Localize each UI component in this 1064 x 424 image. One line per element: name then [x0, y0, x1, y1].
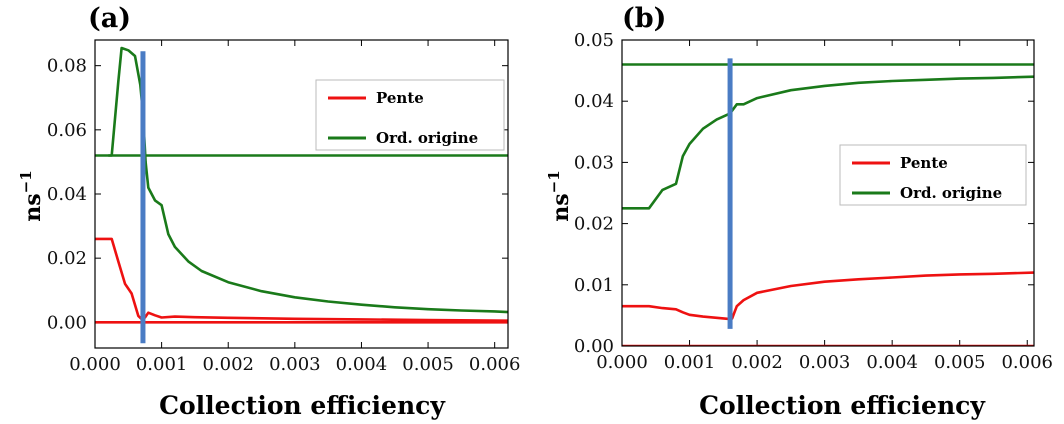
plot-frame	[94, 39, 509, 349]
series-line-ord-origine-3	[622, 75, 1034, 210]
y-tick-label: 0.00	[574, 336, 614, 357]
y-tick-label: 0.06	[47, 120, 87, 141]
legend-box	[839, 144, 1027, 206]
panel-label: (a)	[88, 3, 131, 34]
legend: Pente Ord. origine	[315, 79, 505, 151]
series-line-ord-origine-3	[108, 46, 508, 314]
panel-label: (b)	[622, 3, 666, 34]
legend: Pente Ord. origine	[839, 144, 1027, 206]
y-tick-label: 0.04	[47, 184, 87, 205]
x-tick-label: 0.005	[402, 354, 454, 375]
x-tick-label: 0.002	[731, 352, 783, 373]
y-axis-label: ns−1	[545, 170, 574, 221]
legend-label: Ord. origine	[900, 184, 1002, 202]
x-tick-label: 0.000	[69, 354, 121, 375]
x-tick-label: 0.006	[1001, 352, 1053, 373]
x-axis-label: Collection efficiency	[699, 391, 986, 420]
series-line-pente-0	[95, 237, 508, 322]
y-tick-label: 0.02	[574, 214, 614, 235]
x-tick-label: 0.001	[136, 354, 188, 375]
chart-panel-a: (a) 0.000 0.001 0.002 0.003 0.004 0.005 0.006 0.…	[17, 3, 520, 420]
y-tick-label: 0.01	[574, 275, 614, 296]
x-tick-label: 0.003	[799, 352, 851, 373]
y-tick-label: 0.08	[47, 56, 87, 77]
series-group	[95, 46, 508, 324]
legend-label: Ord. origine	[376, 129, 478, 147]
y-axis-label-unit: ns	[20, 193, 46, 221]
legend-label: Pente	[900, 154, 948, 172]
x-tick-label: 0.002	[202, 354, 254, 375]
x-tick-label: 0.000	[596, 352, 648, 373]
x-tick-label: 0.003	[269, 354, 321, 375]
y-axis-label-exponent: −1	[545, 170, 563, 193]
y-axis-label-unit: ns	[548, 193, 574, 221]
x-tick-label: 0.004	[866, 352, 918, 373]
y-tick-label: 0.05	[574, 30, 614, 51]
x-tick-label: 0.005	[934, 352, 986, 373]
chart-panel-b: (b) 0.000 0.001 0.002 0.003 0.004 0.005 0.006 0.…	[545, 3, 1053, 420]
y-tick-label: 0.03	[574, 152, 614, 173]
plot-frame	[621, 39, 1035, 347]
y-axis-label: ns−1	[17, 170, 46, 221]
y-tick-label: 0.00	[47, 312, 87, 333]
x-tick-label: 0.001	[664, 352, 716, 373]
x-tick-label: 0.006	[469, 354, 521, 375]
y-tick-label: 0.02	[47, 248, 87, 269]
legend-label: Pente	[376, 89, 424, 107]
x-axis-label: Collection efficiency	[159, 391, 446, 420]
y-axis-label-exponent: −1	[17, 170, 35, 193]
y-tick-label: 0.04	[574, 91, 614, 112]
x-tick-label: 0.004	[336, 354, 388, 375]
series-line-pente-0	[622, 271, 1034, 321]
series-group	[622, 63, 1034, 346]
